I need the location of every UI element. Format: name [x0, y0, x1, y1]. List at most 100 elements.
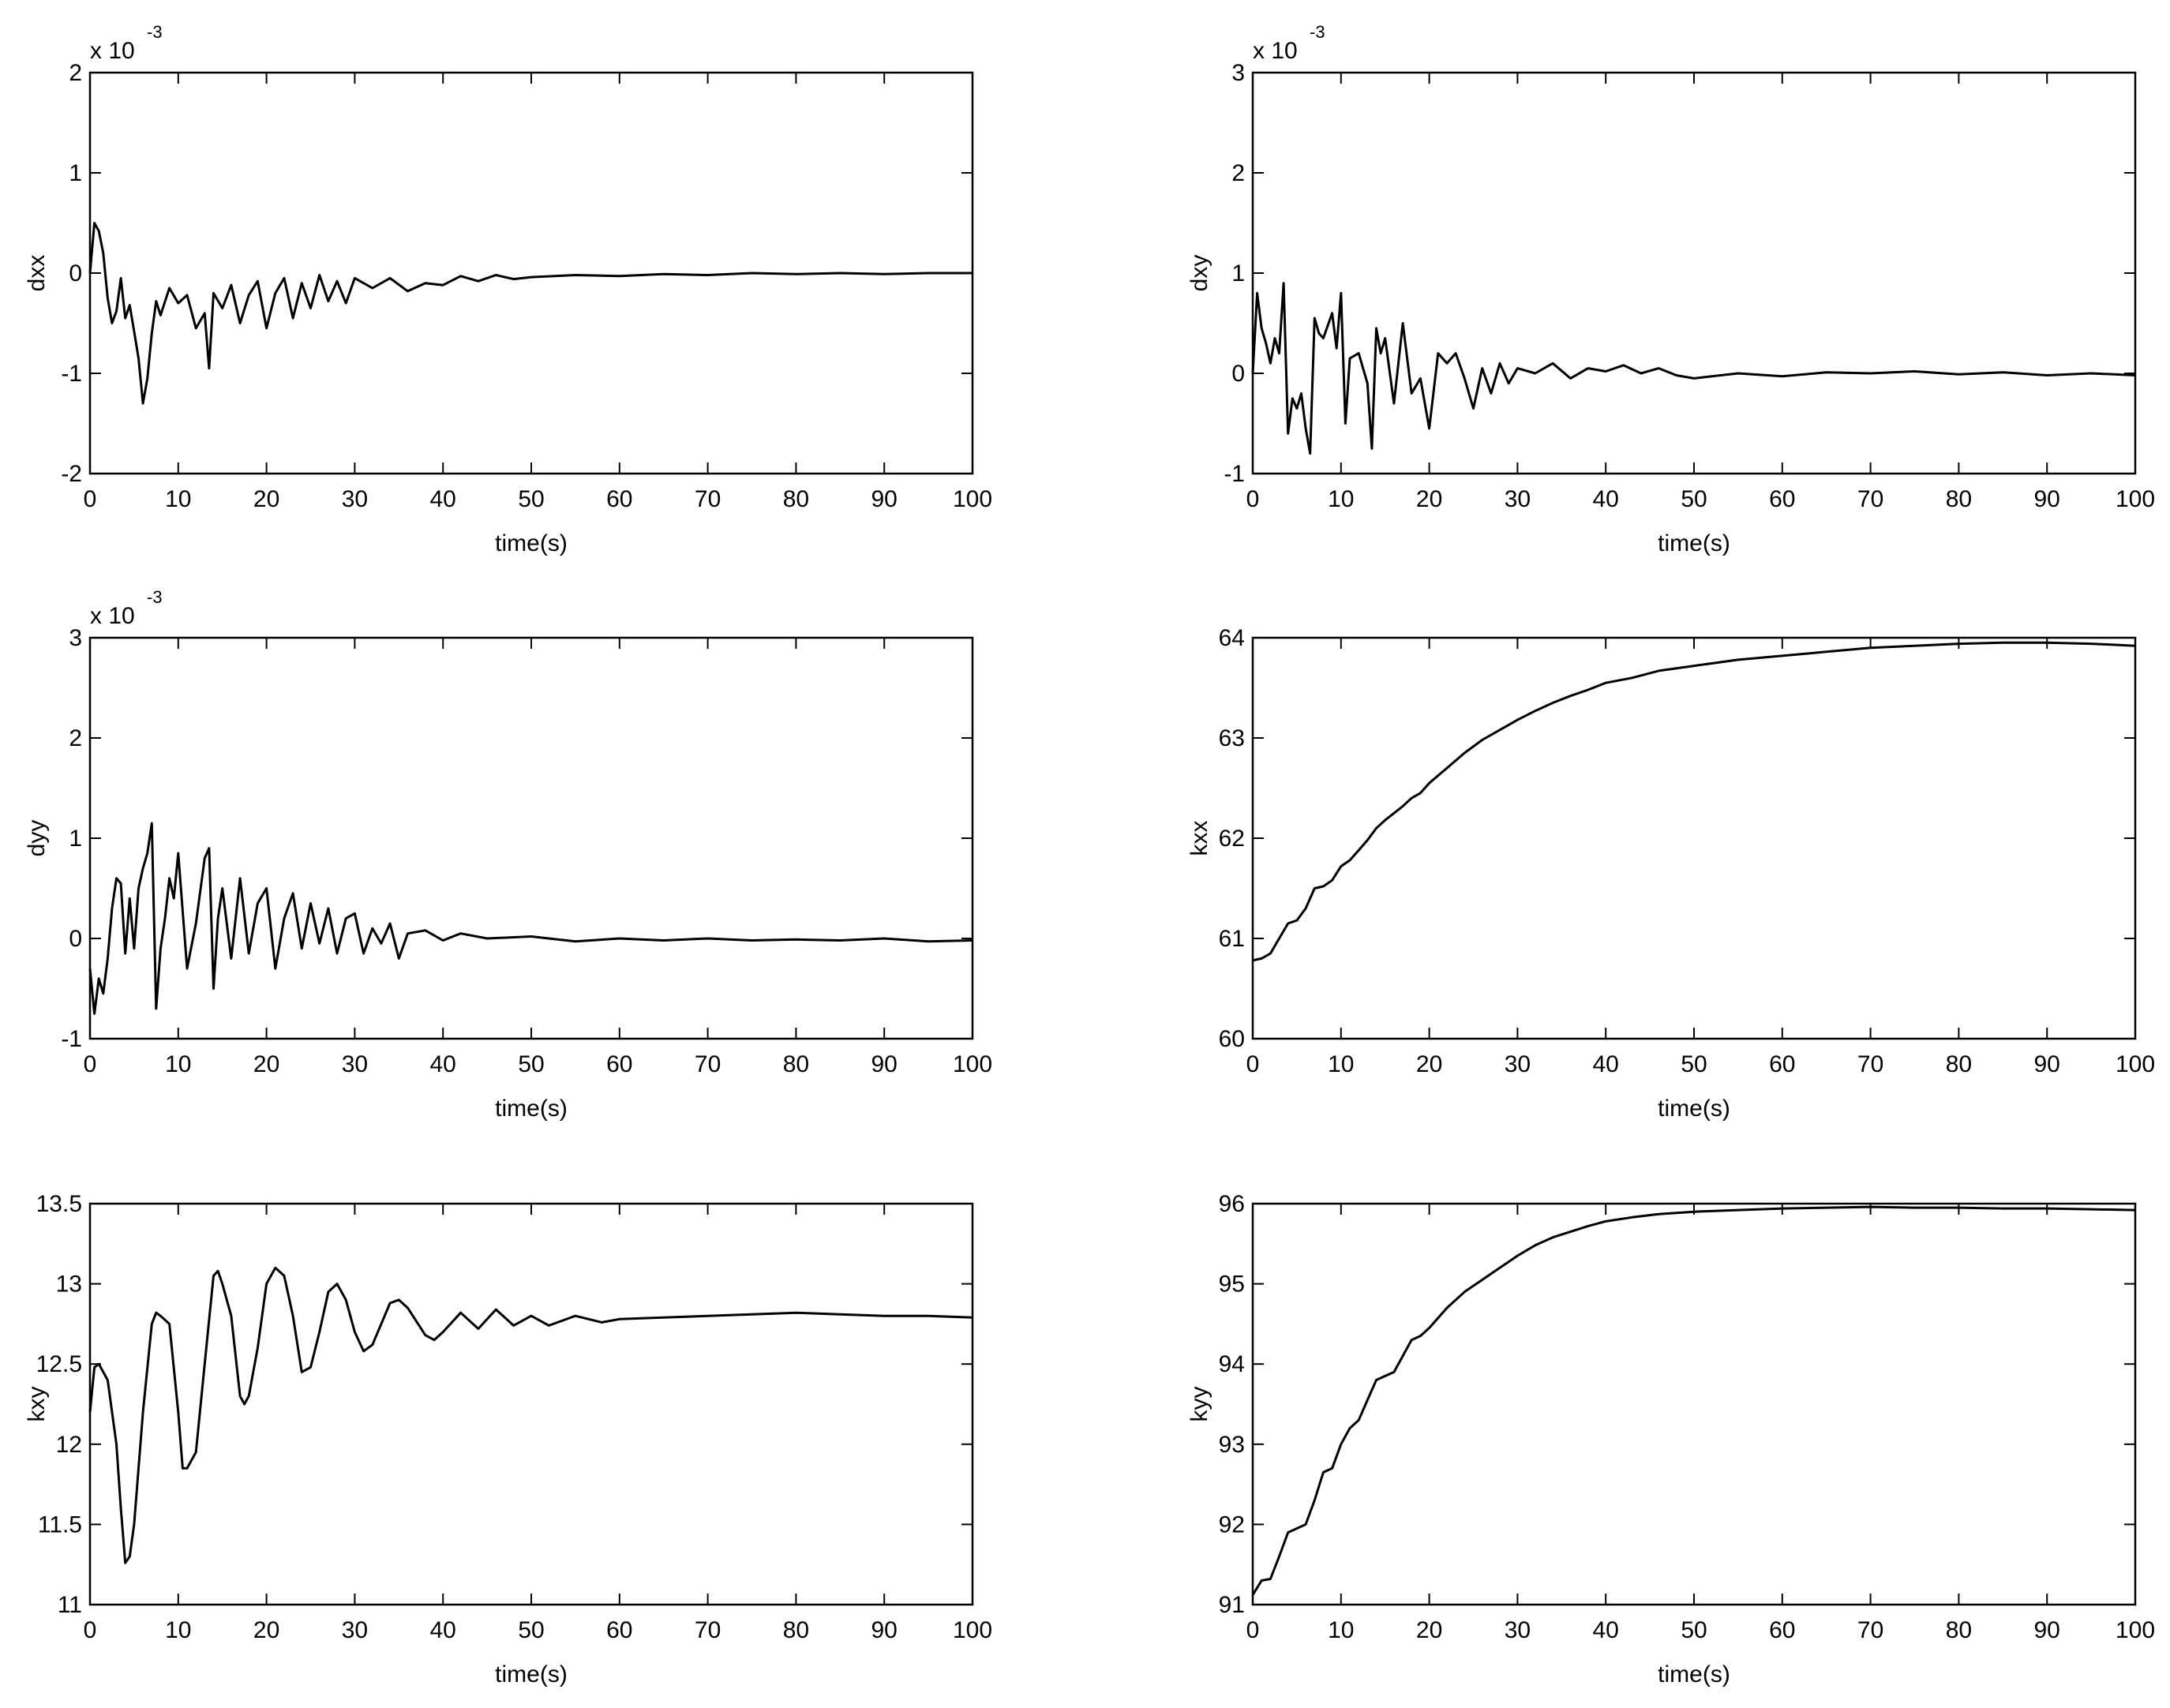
x-tick-label: 60 [606, 1051, 632, 1077]
x-tick-label: 90 [871, 1051, 898, 1077]
x-tick-label: 0 [84, 486, 97, 512]
y-tick-label: 13 [56, 1272, 82, 1298]
axis-exponent-label: x 10 [90, 38, 135, 64]
y-tick-label: -2 [61, 461, 82, 487]
x-tick-label: 70 [695, 1051, 721, 1077]
chart-dyy: 0 10 20 30 40 50 60 70 80 90 100-10123time(s)dyyx … [24, 587, 992, 1122]
x-tick-label: 80 [1946, 1617, 1972, 1643]
x-tick-label: 20 [253, 486, 279, 512]
x-tick-label: 40 [430, 1051, 456, 1077]
y-tick-label: 94 [1219, 1351, 1245, 1377]
x-tick-label: 20 [253, 1617, 279, 1643]
x-tick-label: 0 [84, 1617, 97, 1643]
x-tick-label: 80 [783, 486, 809, 512]
x-tick-label: 50 [518, 1617, 544, 1643]
plot-frame [1251, 636, 2137, 1040]
x-tick-label: 60 [606, 486, 632, 512]
y-tick-label: 93 [1219, 1432, 1245, 1458]
y-tick-label: 12.5 [36, 1351, 82, 1377]
x-tick-label: 70 [695, 1617, 721, 1643]
y-tick-label: 1 [69, 826, 82, 852]
y-axis-label: kxx [1186, 821, 1212, 856]
x-tick-label: 40 [1593, 486, 1619, 512]
x-tick-label: 0 [1246, 1617, 1260, 1643]
y-tick-label: 11 [58, 1592, 82, 1618]
y-tick-label: -1 [61, 361, 82, 387]
y-axis-label: kxy [24, 1387, 50, 1422]
x-tick-label: 100 [953, 1051, 992, 1077]
axis-exponent-label: x 10 [1253, 38, 1298, 64]
x-tick-label: 70 [1857, 1617, 1883, 1643]
y-tick-label: 12 [56, 1432, 82, 1458]
chart-kxx: 0 10 20 30 40 50 60 70 80 90 100 60 61 62 63 64 time(s) k… [1186, 625, 2155, 1122]
y-tick-label: 64 [1219, 625, 1245, 651]
x-tick-label: 80 [1946, 486, 1972, 512]
y-tick-label: -1 [1224, 461, 1245, 487]
x-tick-label: 100 [2116, 1617, 2155, 1643]
x-axis-label: time(s) [1658, 530, 1730, 556]
x-tick-label: 60 [1769, 486, 1795, 512]
x-tick-label: 80 [783, 1051, 809, 1077]
series-line-kxy [88, 1266, 973, 1564]
x-axis-label: time(s) [1658, 1096, 1730, 1122]
plot-frame [88, 1202, 974, 1606]
x-tick-label: 20 [1416, 1617, 1442, 1643]
y-tick-label: 2 [69, 725, 82, 751]
series-line-kxx [1252, 641, 2136, 962]
x-tick-label: 40 [430, 1617, 456, 1643]
x-tick-label: 100 [953, 1617, 992, 1643]
x-tick-label: 30 [1505, 1051, 1531, 1077]
x-tick-label: 100 [2116, 486, 2155, 512]
x-tick-label: 90 [2034, 1617, 2060, 1643]
x-tick-label: 20 [1416, 486, 1442, 512]
x-tick-label: 30 [342, 486, 368, 512]
x-tick-label: 10 [1328, 1051, 1354, 1077]
x-tick-label: 0 [1246, 486, 1260, 512]
series-line-dyy [88, 822, 973, 1015]
y-tick-label: 0 [1231, 361, 1245, 387]
x-tick-label: 50 [1681, 1051, 1707, 1077]
y-tick-label: 95 [1219, 1272, 1245, 1298]
y-axis-label: dyy [24, 820, 50, 857]
y-axis-label: dxx [24, 255, 50, 292]
x-tick-label: 100 [953, 486, 992, 512]
chart-kxy: 0 10 20 30 40 50 60 70 80 90 100 11 11.5 12 12.5 13 13.5… [24, 1191, 992, 1687]
x-axis-label: time(s) [495, 530, 568, 556]
y-tick-label: -1 [61, 1026, 82, 1052]
x-tick-label: 90 [2034, 486, 2060, 512]
x-tick-label: 70 [1857, 1051, 1883, 1077]
axis-exponent-power: -3 [1310, 22, 1325, 42]
x-tick-label: 60 [1769, 1051, 1795, 1077]
x-tick-label: 10 [165, 1051, 191, 1077]
y-tick-label: 2 [69, 60, 82, 86]
y-tick-label: 92 [1219, 1511, 1245, 1538]
plot-frame [88, 636, 974, 1040]
x-axis-label: time(s) [495, 1661, 568, 1687]
x-tick-label: 10 [165, 486, 191, 512]
y-tick-label: 62 [1219, 826, 1245, 852]
x-tick-label: 50 [1681, 1617, 1707, 1643]
x-tick-label: 60 [1769, 1617, 1795, 1643]
x-tick-label: 90 [871, 486, 898, 512]
y-tick-label: 63 [1219, 725, 1245, 751]
y-tick-label: 11.5 [38, 1511, 82, 1538]
x-tick-label: 90 [2034, 1051, 2060, 1077]
y-axis-label: dxy [1186, 255, 1212, 292]
x-tick-label: 10 [1328, 1617, 1354, 1643]
y-tick-label: 96 [1219, 1191, 1245, 1217]
y-tick-label: 91 [1219, 1592, 1245, 1618]
y-tick-label: 3 [1231, 60, 1245, 86]
x-tick-label: 70 [1857, 486, 1883, 512]
y-tick-label: 1 [69, 160, 82, 186]
x-tick-label: 0 [84, 1051, 97, 1077]
x-tick-label: 30 [342, 1617, 368, 1643]
series-line-kyy [1251, 1205, 2136, 1596]
x-tick-label: 40 [430, 486, 456, 512]
x-tick-label: 20 [253, 1051, 279, 1077]
series-line-dxy [1251, 282, 2136, 455]
y-tick-label: 2 [1231, 160, 1245, 186]
y-tick-label: 60 [1219, 1026, 1245, 1052]
y-tick-label: 0 [69, 260, 82, 287]
x-tick-label: 40 [1593, 1617, 1619, 1643]
x-tick-label: 10 [1328, 486, 1354, 512]
